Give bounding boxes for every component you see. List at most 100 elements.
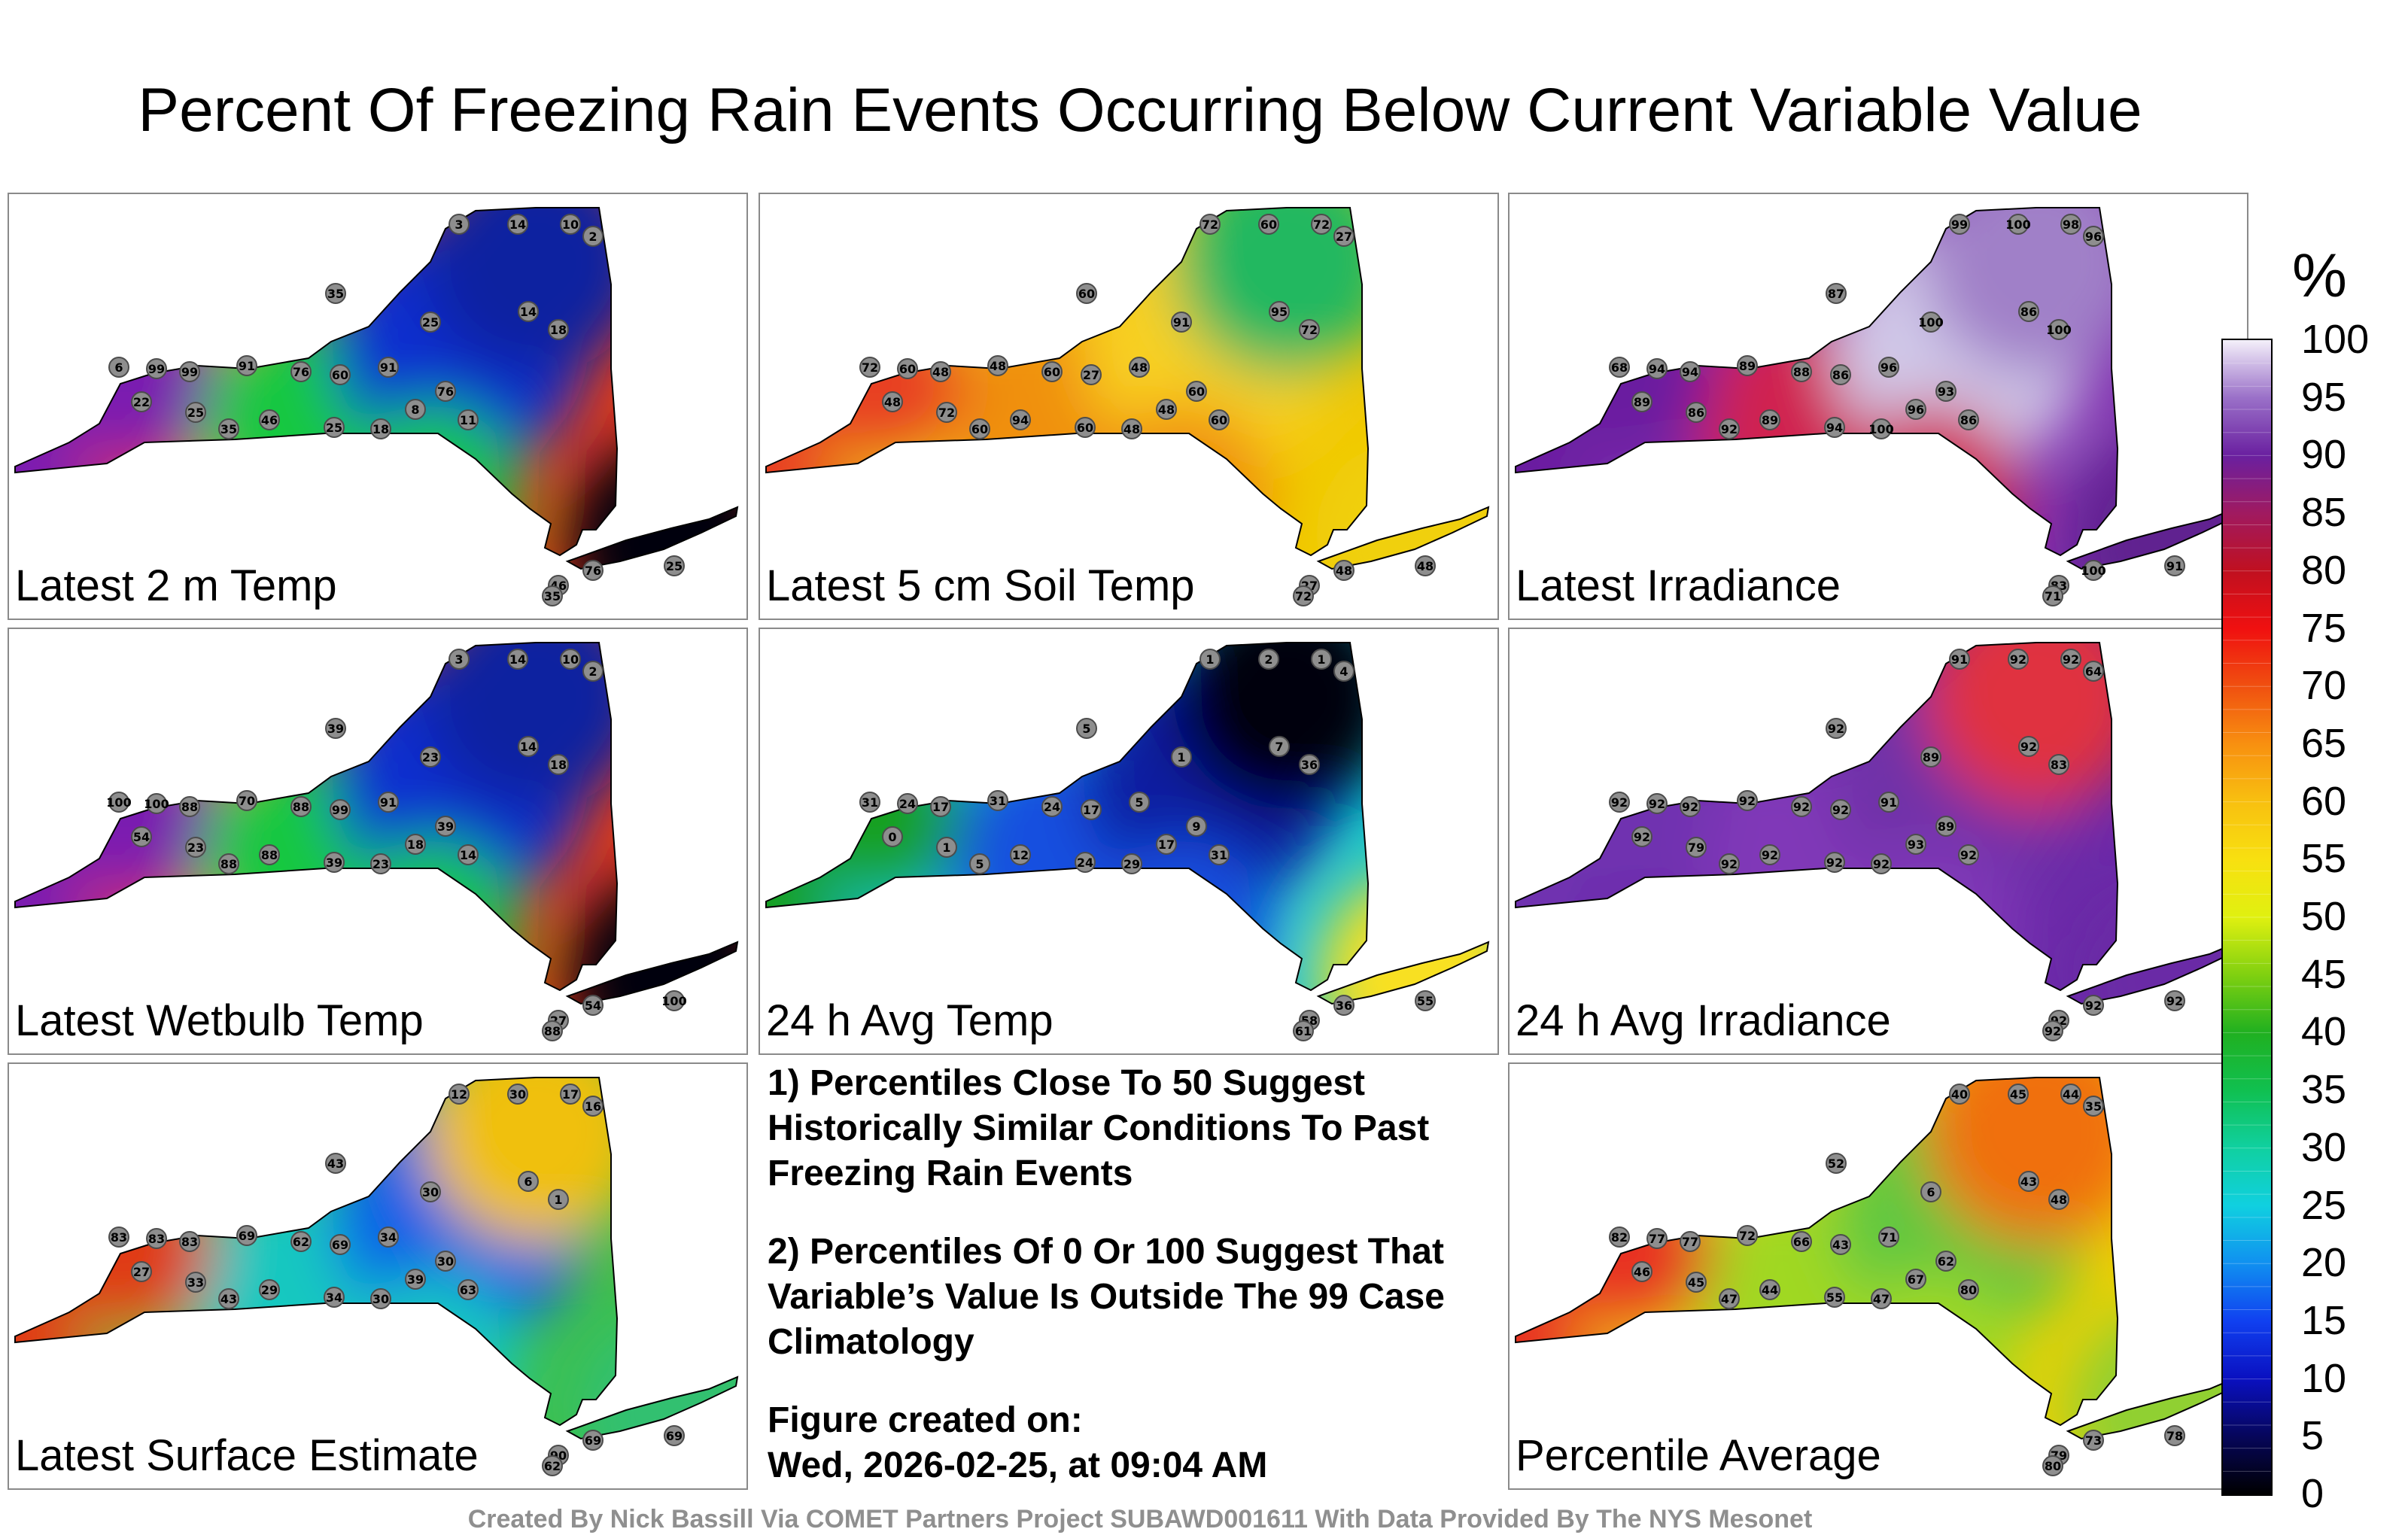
station-value: 99 — [1949, 214, 1970, 235]
svg-text:82: 82 — [1611, 1230, 1628, 1245]
svg-text:83: 83 — [181, 1235, 198, 1249]
station-value: 92 — [2164, 990, 2185, 1011]
station-value: 99 — [179, 361, 200, 382]
station-value: 62 — [1935, 1251, 1956, 1272]
svg-text:12: 12 — [1012, 848, 1029, 862]
station-value: 60 — [1076, 283, 1097, 304]
svg-text:5: 5 — [1135, 795, 1143, 810]
station-value: 94 — [1680, 361, 1701, 382]
svg-text:96: 96 — [2085, 229, 2102, 244]
svg-text:2: 2 — [588, 664, 597, 679]
svg-text:76: 76 — [585, 564, 601, 578]
credit-line: Created By Nick Bassill Via COMET Partne… — [467, 1505, 1813, 1533]
svg-text:2: 2 — [588, 229, 597, 244]
svg-text:99: 99 — [181, 365, 198, 379]
svg-text:17: 17 — [932, 800, 949, 814]
svg-text:92: 92 — [2020, 740, 2037, 754]
station-value: 72 — [936, 402, 957, 423]
station-value: 25 — [420, 312, 441, 333]
svg-text:17: 17 — [1083, 803, 1099, 817]
svg-text:55: 55 — [1826, 1290, 1843, 1305]
map-panel-latest-wetbulb-temp: 3 14 10 2 39 23 14 18 100 100 88 70 88 99 91 39 54 23 88 88… — [8, 628, 748, 1055]
svg-text:60: 60 — [971, 422, 988, 436]
svg-text:100: 100 — [1918, 315, 1943, 330]
colorbar-tick-label: 20 — [2301, 1240, 2347, 1286]
station-value: 1 — [1171, 746, 1192, 768]
station-value: 92 — [1737, 790, 1758, 811]
svg-text:92: 92 — [2085, 999, 2102, 1013]
station-value: 54 — [582, 995, 604, 1016]
svg-text:69: 69 — [239, 1229, 255, 1243]
svg-text:39: 39 — [437, 819, 454, 834]
station-value: 92 — [1830, 799, 1851, 820]
station-value: 3 — [448, 649, 470, 670]
station-value: 48 — [1333, 560, 1354, 581]
station-value: 61 — [1293, 1020, 1314, 1041]
colorbar-tick-label: 30 — [2301, 1124, 2347, 1170]
svg-text:35: 35 — [327, 287, 344, 301]
note-1: 1) Percentiles Close To 50 Suggest Histo… — [768, 1063, 1430, 1193]
note-created-label: Figure created on: — [768, 1400, 1083, 1440]
station-value: 12 — [448, 1084, 470, 1105]
station-value: 2 — [582, 661, 604, 682]
station-value: 91 — [1949, 649, 1970, 670]
station-value: 76 — [582, 560, 604, 581]
svg-text:91: 91 — [380, 360, 397, 375]
panel-label: Latest Surface Estimate — [15, 1431, 479, 1480]
station-value: 71 — [1878, 1226, 1899, 1248]
station-value: 1 — [548, 1189, 569, 1210]
station-value: 35 — [2083, 1096, 2104, 1117]
svg-text:30: 30 — [437, 1254, 454, 1269]
svg-text:48: 48 — [1417, 559, 1434, 573]
svg-text:71: 71 — [1880, 1230, 1897, 1245]
colorbar-tick-label: 0 — [2301, 1471, 2324, 1516]
colorbar-tick-label: 35 — [2301, 1067, 2347, 1113]
svg-text:8: 8 — [411, 403, 419, 417]
note-created-date: Wed, 2026-02-25, at 09:04 AM — [768, 1445, 1268, 1485]
station-value: 60 — [969, 418, 990, 439]
svg-text:66: 66 — [1793, 1235, 1810, 1249]
svg-text:69: 69 — [585, 1433, 601, 1448]
svg-text:99: 99 — [148, 362, 165, 376]
svg-text:24: 24 — [899, 797, 916, 811]
svg-text:3: 3 — [455, 217, 463, 232]
station-value: 17 — [930, 796, 951, 817]
station-value: 6 — [518, 1171, 539, 1192]
svg-text:92: 92 — [1828, 722, 1844, 736]
svg-text:70: 70 — [239, 794, 255, 808]
station-value: 70 — [236, 790, 257, 811]
svg-text:63: 63 — [460, 1283, 476, 1297]
svg-text:18: 18 — [550, 323, 567, 337]
svg-text:22: 22 — [133, 395, 150, 409]
station-value: 1 — [936, 837, 957, 858]
panel-label: Percentile Average — [1516, 1431, 1881, 1480]
station-value: 18 — [548, 754, 569, 775]
svg-text:3: 3 — [455, 652, 463, 667]
svg-text:54: 54 — [585, 999, 601, 1013]
station-value: 44 — [1759, 1279, 1780, 1300]
svg-text:46: 46 — [1634, 1265, 1650, 1279]
svg-text:6: 6 — [114, 360, 123, 375]
station-value: 60 — [1041, 361, 1063, 382]
svg-text:87: 87 — [1828, 287, 1844, 301]
station-value: 92 — [1759, 844, 1780, 865]
station-value: 9 — [1186, 816, 1207, 837]
svg-text:60: 60 — [899, 362, 916, 376]
colorbar-tick-label: 95 — [2301, 374, 2347, 420]
svg-text:17: 17 — [1158, 837, 1175, 852]
svg-text:27: 27 — [1083, 368, 1099, 382]
station-value: 47 — [1871, 1288, 1892, 1309]
svg-text:60: 60 — [1260, 217, 1277, 232]
station-value: 100 — [661, 990, 687, 1011]
station-value: 18 — [370, 418, 391, 439]
svg-text:99: 99 — [1951, 217, 1968, 232]
station-value: 60 — [1075, 417, 1096, 438]
svg-text:88: 88 — [1793, 365, 1810, 379]
svg-text:31: 31 — [862, 795, 878, 810]
svg-text:43: 43 — [2020, 1175, 2037, 1189]
svg-text:1: 1 — [554, 1193, 562, 1207]
svg-text:45: 45 — [2010, 1087, 2026, 1102]
svg-text:72: 72 — [862, 360, 878, 375]
svg-text:80: 80 — [2045, 1459, 2061, 1473]
svg-text:92: 92 — [1611, 795, 1628, 810]
